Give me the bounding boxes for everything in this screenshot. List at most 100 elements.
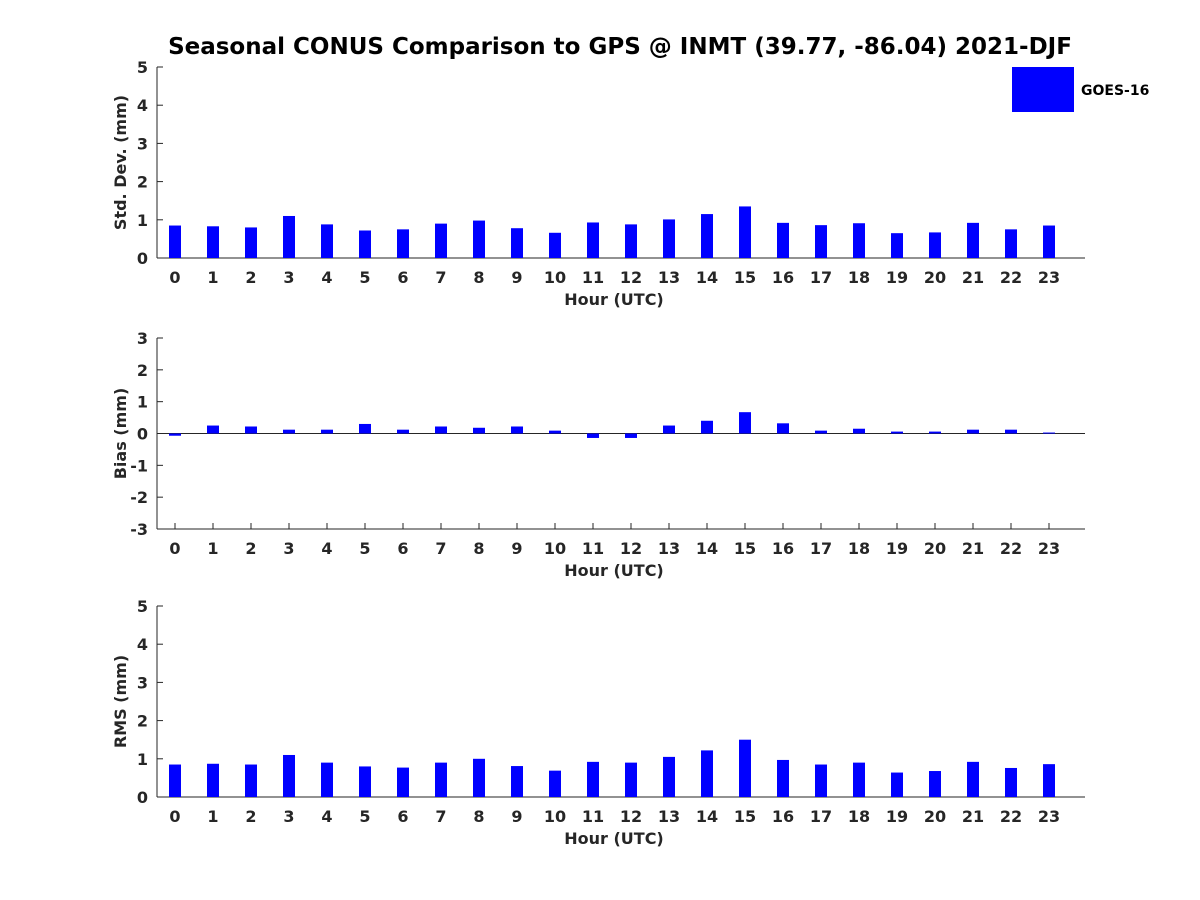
bar-10 (549, 430, 561, 434)
x-tick-label: 2 (245, 807, 256, 826)
x-tick-label: 3 (283, 268, 294, 287)
bar-14 (701, 750, 713, 797)
bar-17 (815, 225, 827, 258)
x-tick-label: 9 (511, 268, 522, 287)
x-tick-label: 20 (924, 268, 946, 287)
bar-16 (777, 423, 789, 434)
x-tick-label: 16 (772, 268, 794, 287)
bar-18 (853, 762, 865, 797)
bar-5 (359, 766, 371, 797)
bar-5 (359, 423, 371, 434)
bar-5 (359, 230, 371, 258)
bar-15 (739, 739, 751, 797)
x-tick-label: 2 (245, 539, 256, 558)
bar-0 (169, 433, 181, 436)
x-tick-label: 0 (169, 539, 180, 558)
x-tick-label: 20 (924, 807, 946, 826)
bar-23 (1043, 225, 1055, 258)
x-tick-label: 6 (397, 807, 408, 826)
bar-16 (777, 759, 789, 797)
x-tick-label: 5 (359, 807, 370, 826)
legend-label: GOES-16 (1081, 83, 1149, 99)
bar-2 (245, 426, 257, 434)
y-tick-label: 1 (137, 750, 148, 769)
bar-9 (511, 228, 523, 258)
bar-14 (701, 420, 713, 434)
y-axis-label: Bias (mm) (111, 388, 130, 480)
x-tick-label: 21 (962, 268, 984, 287)
y-tick-label: 3 (137, 134, 148, 153)
x-tick-label: 7 (435, 539, 446, 558)
bar-4 (321, 429, 333, 434)
x-tick-label: 23 (1038, 539, 1060, 558)
bar-21 (967, 429, 979, 434)
bar-17 (815, 764, 827, 797)
bar-10 (549, 232, 561, 258)
y-tick-label: 3 (137, 673, 148, 692)
x-tick-label: 14 (696, 268, 718, 287)
bar-14 (701, 214, 713, 258)
x-tick-label: 7 (435, 807, 446, 826)
bar-13 (663, 219, 675, 258)
bar-1 (207, 763, 219, 797)
bar-6 (397, 429, 409, 434)
bar-7 (435, 426, 447, 434)
bar-15 (739, 206, 751, 258)
bar-7 (435, 223, 447, 258)
x-tick-label: 10 (544, 268, 566, 287)
x-tick-label: 11 (582, 268, 604, 287)
figure-title: Seasonal CONUS Comparison to GPS @ INMT … (168, 34, 1072, 60)
x-tick-label: 18 (848, 807, 870, 826)
legend: GOES-16 (1012, 67, 1149, 112)
x-tick-label: 20 (924, 539, 946, 558)
bar-20 (929, 431, 941, 434)
y-axis-label: RMS (mm) (111, 655, 130, 748)
x-tick-label: 18 (848, 268, 870, 287)
bar-22 (1005, 429, 1017, 434)
x-tick-label: 12 (620, 539, 642, 558)
bar-6 (397, 229, 409, 258)
bar-13 (663, 756, 675, 797)
x-tick-label: 8 (473, 539, 484, 558)
bar-3 (283, 754, 295, 797)
x-tick-label: 1 (207, 268, 218, 287)
bar-18 (853, 223, 865, 258)
x-tick-label: 5 (359, 268, 370, 287)
x-tick-label: 3 (283, 539, 294, 558)
x-tick-label: 6 (397, 268, 408, 287)
bar-19 (891, 431, 903, 434)
x-tick-label: 8 (473, 268, 484, 287)
x-tick-label: 5 (359, 539, 370, 558)
bar-8 (473, 220, 485, 258)
bar-3 (283, 215, 295, 258)
x-tick-label: 23 (1038, 807, 1060, 826)
bar-22 (1005, 229, 1017, 258)
x-tick-label: 22 (1000, 539, 1022, 558)
x-tick-label: 3 (283, 807, 294, 826)
bar-18 (853, 428, 865, 434)
x-tick-label: 22 (1000, 268, 1022, 287)
bar-19 (891, 233, 903, 258)
y-tick-label: -2 (130, 488, 148, 507)
x-tick-label: 9 (511, 539, 522, 558)
x-tick-label: 21 (962, 807, 984, 826)
x-tick-label: 8 (473, 807, 484, 826)
x-axis-label: Hour (UTC) (564, 561, 664, 580)
y-tick-label: 2 (137, 173, 148, 192)
y-tick-label: 0 (137, 249, 148, 268)
bar-9 (511, 766, 523, 797)
x-tick-label: 21 (962, 539, 984, 558)
x-tick-label: 13 (658, 539, 680, 558)
bar-19 (891, 772, 903, 797)
bar-9 (511, 426, 523, 434)
bar-13 (663, 425, 675, 434)
x-axis-label: Hour (UTC) (564, 290, 664, 309)
x-tick-label: 9 (511, 807, 522, 826)
bar-16 (777, 222, 789, 258)
y-tick-label: 2 (137, 361, 148, 380)
x-tick-label: 13 (658, 268, 680, 287)
